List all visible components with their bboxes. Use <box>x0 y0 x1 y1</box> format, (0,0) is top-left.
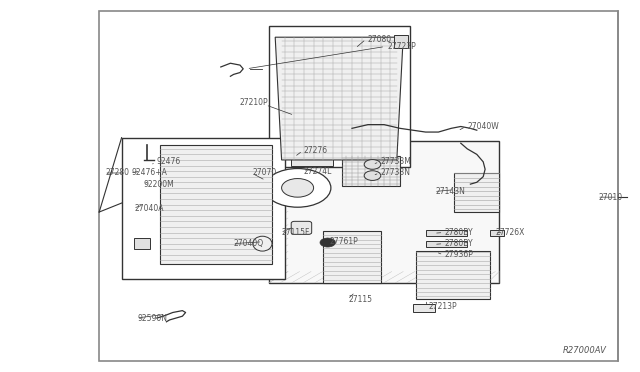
Text: 2780BY: 2780BY <box>445 228 474 237</box>
FancyBboxPatch shape <box>291 221 312 234</box>
Bar <box>269 141 499 283</box>
Bar <box>291 157 333 166</box>
Circle shape <box>364 160 381 169</box>
Text: 27276: 27276 <box>304 146 328 155</box>
Text: 27115F: 27115F <box>282 228 310 237</box>
Bar <box>416 251 490 299</box>
Text: 27210P: 27210P <box>240 98 269 107</box>
Text: 27936P: 27936P <box>445 250 474 259</box>
Ellipse shape <box>253 236 272 251</box>
Polygon shape <box>275 37 403 160</box>
Bar <box>490 230 504 236</box>
Text: 27010: 27010 <box>598 193 623 202</box>
Bar <box>269 26 410 167</box>
Text: 27115: 27115 <box>349 295 372 304</box>
Bar <box>323 231 381 283</box>
Text: 27733M: 27733M <box>381 157 412 166</box>
Bar <box>122 138 285 279</box>
Text: 27070: 27070 <box>253 169 277 177</box>
Bar <box>426 230 467 236</box>
Bar <box>426 241 467 247</box>
Text: 92476: 92476 <box>157 157 181 166</box>
Circle shape <box>264 169 331 207</box>
Text: 2780BY: 2780BY <box>445 239 474 248</box>
Circle shape <box>282 179 314 197</box>
Text: 27040A: 27040A <box>134 204 164 213</box>
Bar <box>413 304 435 312</box>
Text: 92200M: 92200M <box>144 180 175 189</box>
Text: 27080: 27080 <box>368 35 392 44</box>
Text: 27733N: 27733N <box>381 169 411 177</box>
Text: 92590N: 92590N <box>138 314 168 323</box>
Bar <box>99 11 618 361</box>
Bar <box>342 156 400 186</box>
Text: R27000AV: R27000AV <box>563 346 607 355</box>
Text: 27040Q: 27040Q <box>234 239 264 248</box>
Text: 27040W: 27040W <box>467 122 499 131</box>
Text: 27726X: 27726X <box>496 228 525 237</box>
Bar <box>394 35 408 48</box>
Text: 27280: 27280 <box>106 169 130 177</box>
Text: 27761P: 27761P <box>330 237 358 246</box>
Circle shape <box>320 238 335 247</box>
Text: 92476+A: 92476+A <box>131 169 167 177</box>
Bar <box>454 173 499 212</box>
Text: 27723P: 27723P <box>387 42 416 51</box>
Bar <box>160 145 272 264</box>
Circle shape <box>364 171 381 180</box>
Text: 27274L: 27274L <box>304 167 332 176</box>
Bar <box>134 238 150 249</box>
Text: 27213P: 27213P <box>429 302 458 311</box>
Text: 27143N: 27143N <box>435 187 465 196</box>
